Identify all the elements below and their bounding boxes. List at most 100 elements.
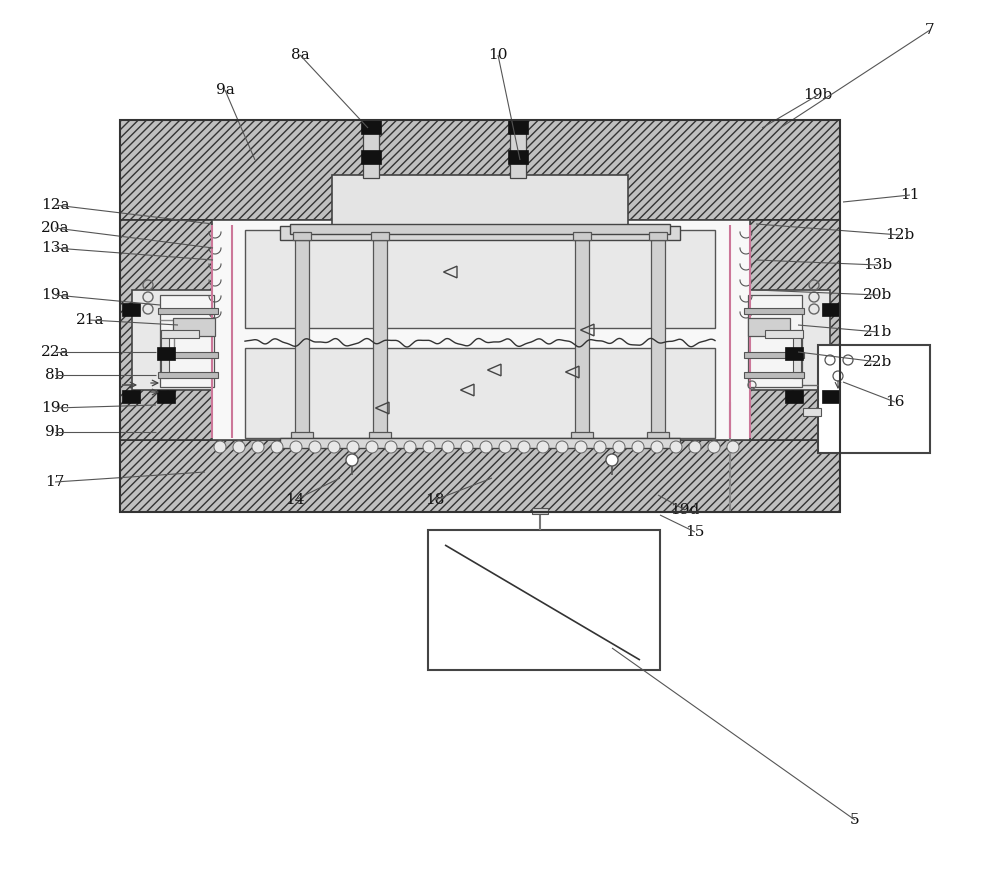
Circle shape [537,441,549,453]
Text: 14: 14 [285,493,305,507]
Bar [158,352,218,358]
Text: 9a: 9a [216,83,234,97]
Bar [122,303,140,316]
Bar [160,295,214,387]
Bar [293,232,311,240]
Bar [744,372,804,378]
Text: 12b: 12b [885,228,915,242]
Circle shape [632,441,644,453]
Text: 11: 11 [900,188,920,202]
Bar [818,345,930,453]
Bar [744,352,804,358]
Circle shape [309,441,321,453]
Bar [173,318,215,336]
Circle shape [347,441,359,453]
Bar [122,390,140,403]
Circle shape [290,441,302,453]
Text: 13b: 13b [863,258,893,272]
Bar [212,220,750,440]
Bar [290,224,670,234]
Bar [744,308,804,314]
Circle shape [214,441,226,453]
Text: 22a: 22a [41,345,69,359]
Bar [510,120,526,178]
Text: 12a: 12a [41,198,69,212]
Bar [649,232,667,240]
Circle shape [575,441,587,453]
Text: 10: 10 [488,48,508,62]
Bar [120,440,840,512]
Bar [371,232,389,240]
Bar [280,438,680,448]
Bar [573,232,591,240]
Bar [748,295,802,387]
Bar [361,150,381,164]
Bar [120,220,212,440]
Circle shape [594,441,606,453]
Bar [332,175,628,230]
Bar [575,238,589,438]
Circle shape [404,441,416,453]
Bar [161,330,199,338]
Text: 19c: 19c [41,401,69,415]
Circle shape [499,441,511,453]
Text: 19b: 19b [803,88,833,102]
Circle shape [252,441,264,453]
Bar [157,347,175,360]
Text: 9b: 9b [45,425,65,439]
Bar [508,120,528,134]
Text: 22b: 22b [863,355,893,369]
Bar [785,347,803,360]
Bar [361,120,381,134]
Text: 13a: 13a [41,241,69,255]
Bar [750,220,840,440]
Bar [785,390,803,403]
Bar [245,230,715,328]
Bar [748,318,790,336]
Text: 21b: 21b [863,325,893,339]
Circle shape [708,441,720,453]
Text: 21a: 21a [76,313,104,327]
Text: 18: 18 [425,493,445,507]
Bar [508,150,528,164]
Circle shape [385,441,397,453]
Circle shape [606,454,618,466]
Bar [428,530,660,670]
Text: 19a: 19a [41,288,69,302]
Text: 16: 16 [885,395,905,409]
Bar [291,432,313,442]
Text: 8b: 8b [45,368,65,382]
Text: 17: 17 [45,475,65,489]
Bar [765,330,803,338]
Bar [803,408,821,416]
Bar [161,330,169,378]
Text: 19d: 19d [670,503,700,517]
Circle shape [346,454,358,466]
Circle shape [271,441,283,453]
Text: 20b: 20b [863,288,893,302]
Bar [647,432,669,442]
Circle shape [518,441,530,453]
Bar [158,372,218,378]
Bar [793,330,801,378]
Circle shape [727,441,739,453]
Circle shape [689,441,701,453]
Bar [120,120,840,512]
Bar [157,390,175,403]
Bar [822,303,840,316]
Bar [373,238,387,438]
Bar [363,120,379,178]
Text: 7: 7 [925,23,935,37]
Bar [532,508,548,514]
Circle shape [328,441,340,453]
Bar [651,238,665,438]
Text: 8a: 8a [291,48,309,62]
Circle shape [670,441,682,453]
Circle shape [366,441,378,453]
Bar [571,432,593,442]
Circle shape [233,441,245,453]
Bar [280,226,680,240]
Circle shape [556,441,568,453]
Bar [369,432,391,442]
Circle shape [480,441,492,453]
